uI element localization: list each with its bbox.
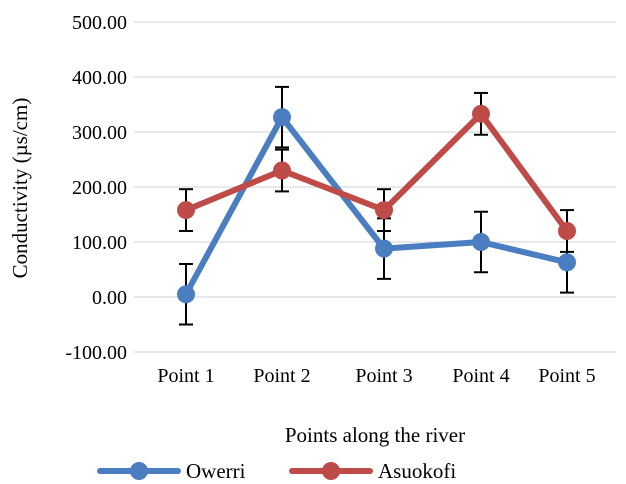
y-tick-label: -100.00 bbox=[65, 342, 127, 364]
x-axis-title: Points along the river bbox=[285, 423, 465, 447]
y-tick-labels: -100.00 0.00 100.00 200.00 300.00 400.00 500.0… bbox=[65, 12, 127, 364]
legend-item-asuokofi: Asuokofi bbox=[289, 459, 456, 483]
data-point-asuokofi bbox=[375, 201, 393, 220]
y-axis-title: Conductivity (µs/cm) bbox=[8, 98, 32, 279]
legend-item-owerri: Owerri bbox=[97, 459, 246, 483]
data-point-asuokofi bbox=[472, 104, 490, 123]
data-point-owerri bbox=[472, 233, 490, 251]
x-tick-labels: Point 1 Point 2 Point 3 Point 4 Point 5 bbox=[157, 365, 595, 387]
data-point-asuokofi bbox=[273, 161, 291, 180]
data-point-owerri bbox=[273, 108, 291, 127]
x-tick-label: Point 3 bbox=[355, 365, 412, 387]
y-tick-label: 300.00 bbox=[72, 122, 127, 144]
data-point-asuokofi bbox=[177, 201, 195, 220]
data-point-asuokofi bbox=[558, 222, 576, 240]
legend-marker-asuokofi bbox=[322, 462, 340, 480]
x-tick-label: Point 2 bbox=[253, 365, 310, 387]
data-point-owerri bbox=[375, 239, 393, 258]
y-tick-label: 0.00 bbox=[92, 287, 127, 309]
x-tick-label: Point 4 bbox=[452, 365, 509, 387]
legend: Owerri Asuokofi bbox=[97, 459, 456, 483]
series-layer bbox=[177, 85, 576, 326]
legend-label-owerri: Owerri bbox=[186, 459, 246, 483]
data-point-owerri bbox=[558, 253, 576, 272]
series-asuokofi bbox=[177, 91, 576, 253]
y-tick-label: 100.00 bbox=[72, 232, 127, 254]
data-point-owerri bbox=[177, 285, 195, 304]
legend-label-asuokofi: Asuokofi bbox=[378, 459, 456, 483]
y-tick-label: 200.00 bbox=[72, 177, 127, 199]
x-tick-label: Point 5 bbox=[538, 365, 595, 387]
gridlines bbox=[134, 21, 616, 353]
series-owerri bbox=[177, 85, 576, 326]
y-tick-label: 400.00 bbox=[72, 67, 127, 89]
x-tick-label: Point 1 bbox=[157, 365, 214, 387]
legend-marker-owerri bbox=[130, 462, 148, 480]
y-tick-label: 500.00 bbox=[72, 12, 127, 34]
